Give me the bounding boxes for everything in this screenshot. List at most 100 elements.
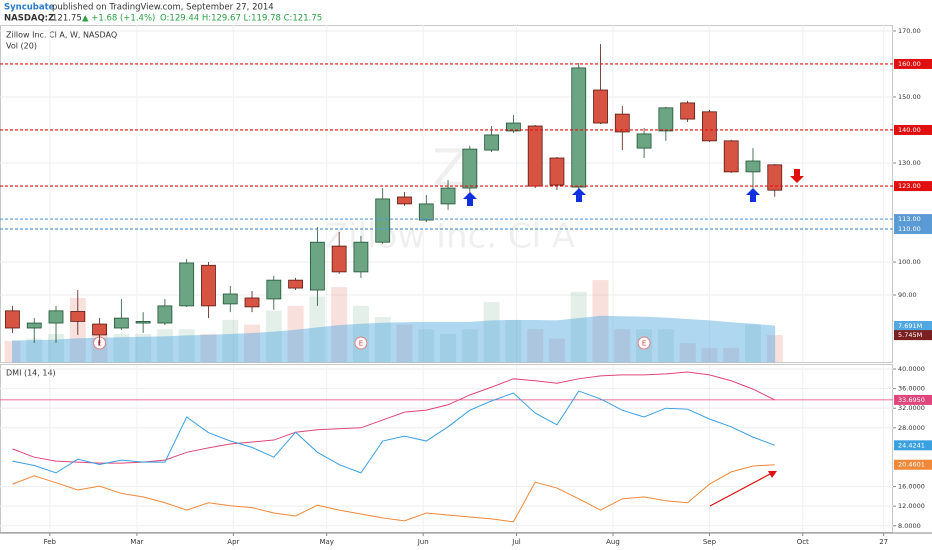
ohlc: O:129.44 H:129.67 L:119.78 C:121.75: [160, 14, 322, 24]
candle-body: [375, 198, 391, 243]
x-tick-label: Oct: [797, 538, 809, 546]
symbol: NASDAQ:Z: [4, 14, 54, 24]
event-marker: [637, 336, 651, 350]
candle-body: [92, 323, 107, 336]
candle-body: [222, 293, 238, 305]
volume-bar: [461, 329, 478, 362]
volume-bar: [222, 319, 239, 362]
candle-body: [288, 279, 303, 289]
plot-layer: 90.00 100.00 130.00 150.00 170.00 8.0000 12.00…: [0, 25, 932, 546]
volume-bar: [156, 329, 173, 362]
candle-body: [636, 133, 652, 149]
series-last-label: 20.4601: [898, 461, 925, 469]
candle-body: [484, 134, 500, 151]
volume-bar: [418, 329, 435, 362]
price: 121.75: [52, 14, 82, 24]
change: ▲ +1.68 (+1.4%): [82, 14, 155, 24]
x-tick-label: 27: [879, 538, 888, 546]
y-tick-label: 100.00: [898, 258, 921, 266]
y-tick-label: 150.00: [898, 93, 921, 101]
y-tick-label: 28.0000: [898, 424, 925, 432]
level-label-box: [894, 223, 932, 234]
y-tick-label: 12.0000: [898, 502, 925, 510]
event-label: E: [359, 340, 363, 348]
candle-body: [658, 107, 674, 132]
candle-body: [505, 122, 521, 132]
event-marker: [354, 336, 368, 350]
level-label-box: [894, 181, 932, 192]
volume-bar: [592, 280, 609, 362]
volume-bar: [527, 329, 544, 362]
dmi-line: [12, 390, 775, 474]
y-tick-label: 32.0000: [898, 404, 925, 412]
candle-body: [440, 187, 456, 205]
series-last-label-box: [894, 459, 932, 470]
candle-body: [462, 148, 478, 189]
candle-body: [549, 157, 565, 186]
annotations: [463, 169, 804, 507]
level-label: 123.00: [898, 182, 921, 190]
volume-bar: [309, 296, 326, 362]
y-tick-label: 36.0000: [898, 385, 925, 393]
volume-title: Vol (20): [6, 42, 37, 51]
candle-body: [5, 310, 20, 329]
level-label-box: [894, 58, 932, 69]
volume-bar: [505, 319, 522, 362]
up-arrow: [746, 188, 760, 202]
series-last-label: 24.4241: [898, 441, 925, 449]
candle-body: [266, 279, 282, 300]
trend-arrow: [709, 472, 773, 507]
volume-bar: [766, 335, 783, 362]
candle-body: [201, 264, 216, 307]
candle-body: [767, 164, 783, 191]
level-label: 140.00: [898, 126, 921, 134]
candle-body: [48, 310, 64, 324]
volume-bar: [135, 333, 152, 362]
candle-body: [571, 67, 587, 188]
candle-body: [593, 89, 608, 124]
dmi-title: DMI (14, 14): [6, 369, 56, 378]
volume-bar: [483, 302, 500, 362]
y-tick-label: 8.0000: [898, 522, 921, 530]
author[interactable]: Syncubate: [4, 3, 55, 13]
volume-ma-area: [12, 315, 776, 363]
volume-bar: [744, 324, 761, 362]
candle-body: [353, 241, 369, 273]
candle-body: [135, 321, 151, 324]
x-tick-label: May: [319, 538, 333, 546]
level-label-box: [894, 214, 932, 225]
main-title: Zillow Inc. Cl A, W, NASDAQ: [6, 31, 117, 40]
level-label: 110.00: [898, 225, 921, 233]
level-label: 113.00: [898, 215, 921, 223]
level-label: 160.00: [898, 60, 921, 68]
y-tick-label: 16.0000: [898, 483, 925, 491]
candle-body: [26, 322, 42, 329]
y-tick-label: 40.0000: [898, 365, 925, 373]
down-arrow: [790, 169, 804, 183]
x-tick-label: Apr: [227, 538, 239, 546]
candle-body: [179, 262, 195, 307]
volume-bar: [331, 287, 348, 362]
candle-body: [723, 140, 739, 173]
trend-arrow-head: [768, 471, 777, 478]
volume-bar: [265, 310, 282, 362]
x-tick-label: Sep: [703, 538, 717, 546]
volume-ma-label: 7.691M: [898, 322, 922, 330]
candle-body: [745, 160, 761, 173]
volume-bar: [614, 329, 631, 362]
volume-bar: [723, 347, 740, 362]
y-tick-label: 130.00: [898, 159, 921, 167]
event-label: E: [642, 340, 646, 348]
candle-body: [680, 102, 696, 120]
y-tick-label: 90.00: [898, 291, 917, 299]
candle-body: [527, 125, 543, 187]
volume-bar: [374, 317, 391, 362]
volume-label-box: [894, 330, 932, 341]
volume-bar: [26, 338, 43, 362]
candle-body: [244, 297, 260, 308]
volume-bar: [548, 338, 565, 362]
volume-bar: [396, 324, 413, 362]
x-tick-label: Feb: [44, 538, 57, 546]
level-label: 33.6950: [898, 396, 925, 404]
